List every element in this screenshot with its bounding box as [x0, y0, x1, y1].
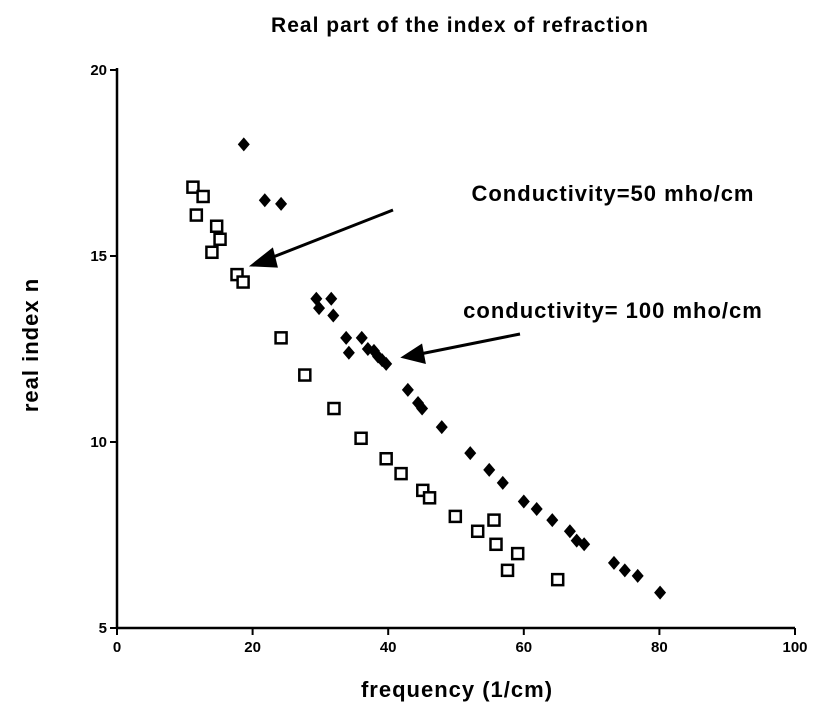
- diamond-marker: [401, 382, 414, 397]
- x-tick-label: 0: [113, 639, 121, 656]
- diamond-marker: [618, 563, 631, 578]
- y-tick-label: 10: [90, 434, 107, 451]
- square-marker: [416, 483, 430, 498]
- square-marker: [298, 368, 312, 382]
- x-tick-label: 100: [782, 639, 807, 656]
- diamond-marker: [546, 513, 559, 528]
- square-marker: [510, 546, 525, 561]
- arrow: [267, 208, 394, 261]
- diamond-marker: [258, 193, 271, 208]
- arrow: [419, 332, 521, 356]
- x-tick-label: 80: [651, 639, 668, 656]
- square-marker: [550, 572, 565, 587]
- diamond-marker: [578, 537, 591, 552]
- square-marker: [213, 232, 227, 247]
- arrow-head: [248, 247, 278, 268]
- x-axis-label: frequency (1/cm): [361, 677, 553, 702]
- square-marker: [196, 189, 210, 204]
- diamond-marker: [530, 501, 543, 516]
- diamond-marker: [517, 494, 530, 509]
- diamond-marker: [340, 330, 353, 345]
- diamond-marker: [237, 137, 250, 152]
- x-tick-label: 20: [244, 639, 261, 656]
- y-axis-label: real index n: [18, 278, 43, 412]
- diamond-marker: [275, 196, 288, 211]
- annotation: Conductivity=50 mho/cm: [471, 181, 754, 206]
- square-marker: [422, 491, 437, 505]
- diamond-marker: [416, 401, 429, 416]
- diamond-marker: [327, 308, 340, 323]
- square-marker: [189, 208, 204, 222]
- diamond-marker: [380, 356, 393, 371]
- x-tick-label: 60: [515, 639, 532, 656]
- diamond-marker: [464, 446, 477, 461]
- diamond-marker: [654, 585, 667, 600]
- diamond-marker: [607, 555, 620, 570]
- arrow-head: [400, 343, 426, 365]
- square-marker: [448, 509, 463, 524]
- square-marker: [209, 219, 224, 233]
- x-tick-label: 40: [380, 639, 397, 656]
- square-marker: [327, 401, 341, 416]
- square-marker: [205, 245, 219, 260]
- diamond-marker: [313, 301, 326, 316]
- y-tick-label: 5: [99, 620, 107, 637]
- square-marker: [489, 537, 503, 552]
- square-marker: [500, 563, 515, 578]
- arrows: [248, 208, 521, 365]
- diamond-marker: [355, 330, 368, 345]
- diamond-marker: [483, 462, 496, 477]
- diamond-marker: [342, 345, 355, 360]
- y-tick-label: 20: [90, 62, 107, 79]
- square-marker: [274, 331, 288, 345]
- diamond-marker: [496, 475, 509, 490]
- diamond-marker: [435, 420, 448, 435]
- square-marker: [379, 451, 393, 466]
- chart-title: Real part of the index of refraction: [271, 14, 649, 37]
- square-marker: [470, 524, 485, 539]
- diamond-marker: [325, 291, 338, 306]
- square-marker: [236, 275, 250, 289]
- diamond-marker: [563, 524, 576, 539]
- square-marker: [487, 513, 501, 527]
- diamond-marker: [631, 568, 644, 583]
- square-marker: [394, 466, 408, 481]
- annotation: conductivity= 100 mho/cm: [463, 298, 763, 323]
- y-tick-label: 15: [90, 248, 107, 265]
- square-marker: [354, 431, 368, 446]
- square-marker: [186, 180, 200, 194]
